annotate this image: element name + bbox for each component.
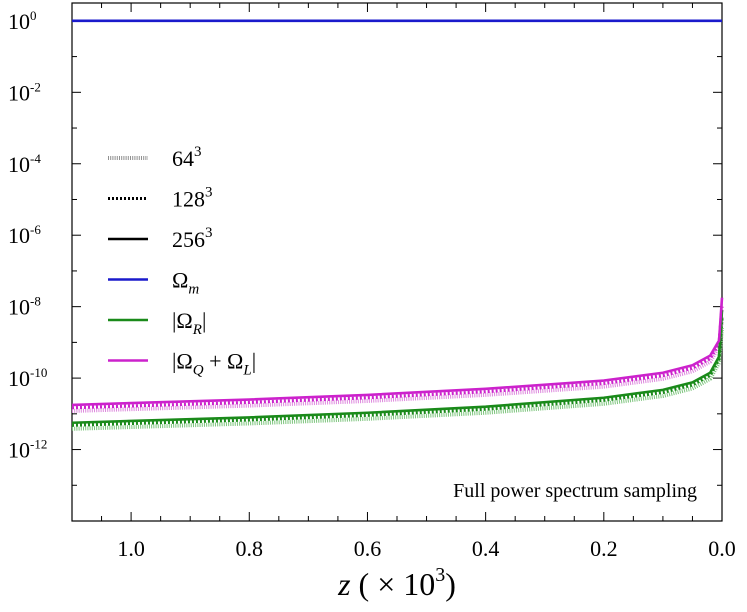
y-tick-label: 10-10 (8, 365, 47, 391)
x-tick-label: 0.2 (590, 536, 618, 561)
y-tick-label: 100 (8, 8, 37, 34)
y-tick-label: 10-12 (8, 437, 47, 463)
legend: 643 1283 2563 Ωm |ΩR| |ΩQ + ΩL| (108, 144, 256, 379)
y-tick-label: 10-6 (8, 222, 41, 248)
legend-label: |ΩQ + ΩL| (172, 349, 256, 379)
x-tick-label: 0.0 (708, 536, 736, 561)
series-line (71, 317, 724, 413)
legend-label: 643 (172, 144, 202, 171)
plot-frame (71, 2, 723, 522)
series-line (71, 327, 724, 431)
annotation: Full power spectrum sampling (453, 480, 697, 502)
x-tick-label: 1.0 (117, 536, 145, 561)
y-tick-label: 10-4 (8, 151, 41, 177)
series-line (71, 310, 724, 425)
legend-label: 2563 (172, 225, 213, 252)
x-tick-label: 0.6 (354, 536, 382, 561)
y-tick-labels: 100 10-2 10-4 10-6 10-8 10-10 10-12 (8, 8, 47, 463)
series-group (71, 19, 724, 431)
legend-label: |ΩR| (172, 308, 206, 338)
x-tick-label: 0.4 (472, 536, 500, 561)
legend-label: Ωm (172, 268, 199, 298)
series-line (71, 297, 724, 407)
x-axis-label: z ( × 103) (337, 564, 456, 602)
x-tick-labels: 1.0 0.8 0.6 0.4 0.2 0.0 (117, 536, 735, 561)
series-line (71, 306, 724, 410)
axis-ticks (71, 3, 723, 522)
y-tick-label: 10-8 (8, 294, 41, 320)
legend-label: 1283 (172, 185, 213, 212)
y-tick-label: 10-2 (8, 79, 41, 105)
x-tick-label: 0.8 (236, 536, 264, 561)
